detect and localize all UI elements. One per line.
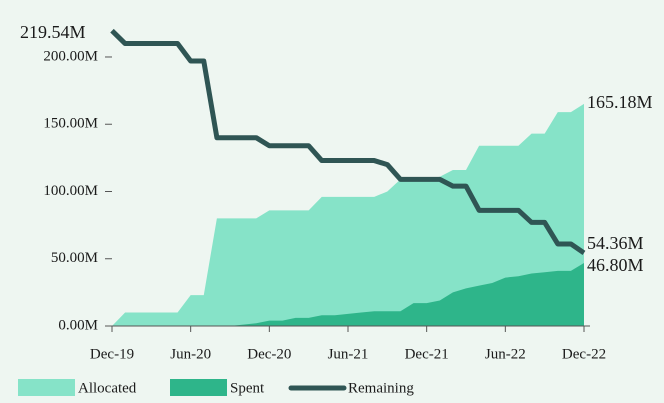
y-tick-label: 0.00M xyxy=(58,317,98,333)
value-label: 54.36M xyxy=(587,233,644,253)
y-tick-label: 100.00M xyxy=(43,183,98,199)
value-label: 165.18M xyxy=(587,92,653,112)
x-tick-label: Jun-22 xyxy=(485,346,526,362)
value-label: 219.54M xyxy=(20,22,86,42)
y-tick-label: 200.00M xyxy=(43,48,98,64)
legend-swatch xyxy=(18,379,75,396)
x-tick-label: Jun-20 xyxy=(170,346,211,362)
x-tick-label: Dec-20 xyxy=(247,346,291,362)
y-tick-label: 150.00M xyxy=(43,116,98,132)
x-tick-label: Dec-22 xyxy=(562,346,606,362)
value-label: 46.80M xyxy=(587,255,644,275)
y-tick-label: 50.00M xyxy=(51,250,98,266)
x-tick-label: Dec-21 xyxy=(405,346,449,362)
legend-label: Spent xyxy=(230,380,265,396)
legend-label: Remaining xyxy=(348,380,414,396)
x-tick-label: Jun-21 xyxy=(328,346,369,362)
area xyxy=(112,263,584,326)
line xyxy=(110,28,586,255)
x-tick-label: Dec-19 xyxy=(90,346,134,362)
area xyxy=(112,103,584,326)
legend-label: Allocated xyxy=(78,380,137,396)
legend-swatch xyxy=(170,379,227,396)
